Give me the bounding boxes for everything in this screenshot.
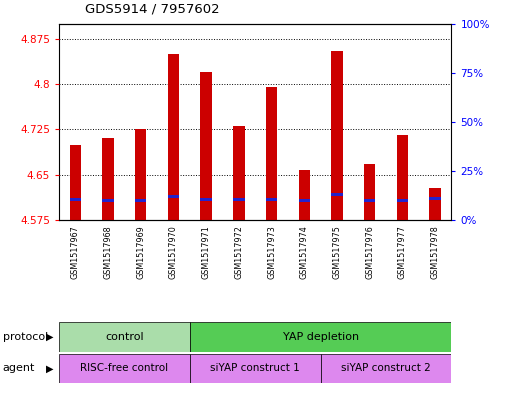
Text: siYAP construct 2: siYAP construct 2: [341, 364, 431, 373]
Text: RISC-free control: RISC-free control: [81, 364, 168, 373]
Bar: [70, 198, 81, 201]
Bar: [266, 87, 278, 220]
Bar: [102, 199, 114, 202]
Bar: [429, 188, 441, 220]
Bar: [168, 195, 179, 198]
Bar: [59, 354, 190, 383]
Text: GSM1517972: GSM1517972: [234, 225, 243, 279]
Bar: [331, 51, 343, 220]
Text: GSM1517967: GSM1517967: [71, 225, 80, 279]
Bar: [233, 127, 245, 220]
Bar: [397, 136, 408, 220]
Bar: [299, 199, 310, 202]
Text: GSM1517969: GSM1517969: [136, 225, 145, 279]
Bar: [70, 145, 81, 220]
Text: GSM1517975: GSM1517975: [332, 225, 342, 279]
Bar: [364, 164, 376, 220]
Bar: [190, 322, 451, 352]
Bar: [135, 129, 147, 220]
Text: GSM1517976: GSM1517976: [365, 225, 374, 279]
Bar: [233, 198, 245, 201]
Text: protocol: protocol: [3, 332, 48, 342]
Bar: [190, 354, 321, 383]
Bar: [429, 197, 441, 200]
Bar: [397, 199, 408, 202]
Text: control: control: [105, 332, 144, 342]
Text: GSM1517974: GSM1517974: [300, 225, 309, 279]
Bar: [201, 72, 212, 220]
Text: siYAP construct 1: siYAP construct 1: [210, 364, 300, 373]
Text: GSM1517968: GSM1517968: [104, 225, 112, 279]
Bar: [321, 354, 451, 383]
Text: ▶: ▶: [46, 364, 54, 373]
Text: GDS5914 / 7957602: GDS5914 / 7957602: [85, 3, 219, 16]
Text: GSM1517977: GSM1517977: [398, 225, 407, 279]
Bar: [168, 54, 179, 220]
Text: GSM1517978: GSM1517978: [430, 225, 440, 279]
Bar: [201, 198, 212, 201]
Bar: [299, 170, 310, 220]
Bar: [331, 193, 343, 196]
Bar: [364, 199, 376, 202]
Bar: [59, 322, 190, 352]
Text: agent: agent: [3, 364, 35, 373]
Text: GSM1517970: GSM1517970: [169, 225, 178, 279]
Bar: [102, 138, 114, 220]
Text: GSM1517971: GSM1517971: [202, 225, 211, 279]
Bar: [135, 199, 147, 202]
Text: ▶: ▶: [46, 332, 54, 342]
Text: YAP depletion: YAP depletion: [283, 332, 359, 342]
Bar: [266, 198, 278, 201]
Text: GSM1517973: GSM1517973: [267, 225, 276, 279]
